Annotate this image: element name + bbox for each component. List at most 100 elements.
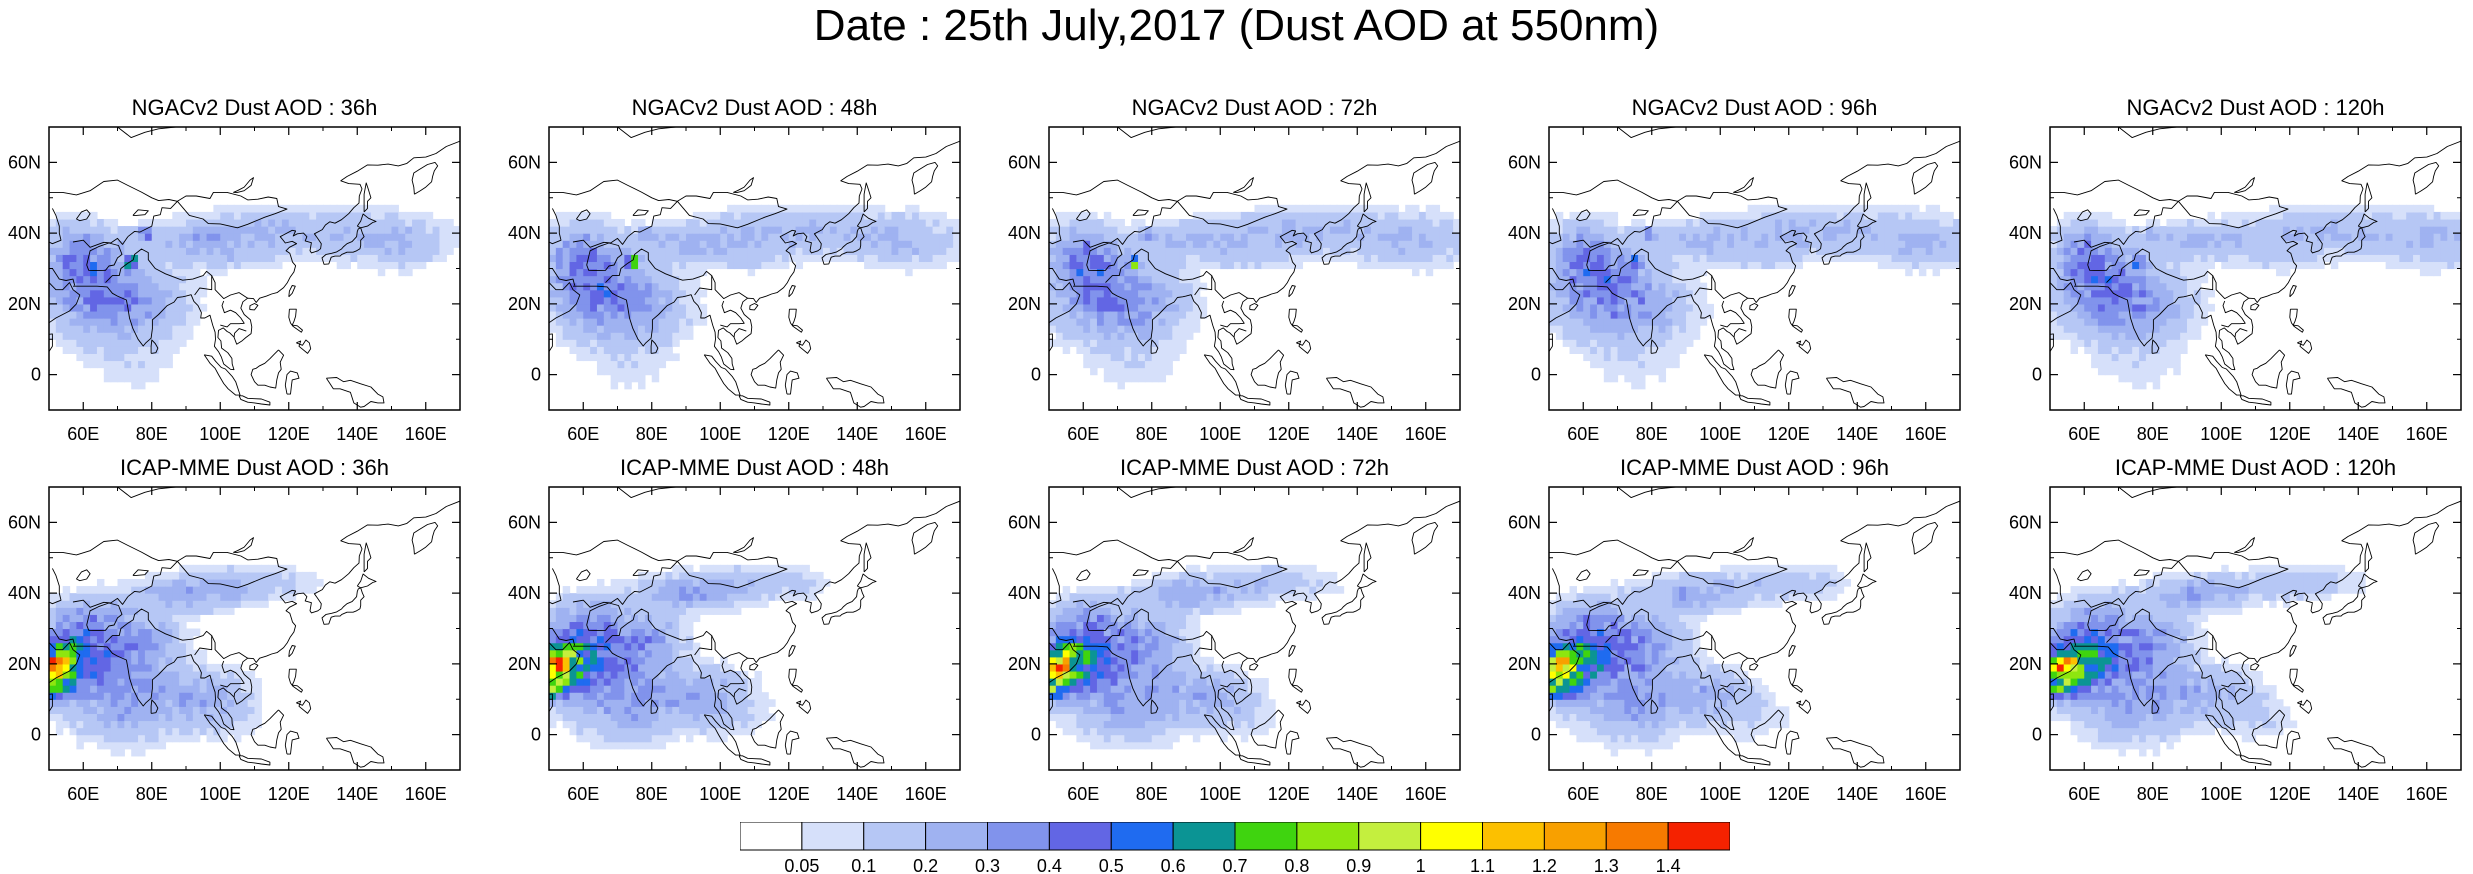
colorbar-swatch [1234,822,1298,851]
map-panel: NGACv2 Dust AOD : 120h 60E 80E 100E 120E 140E… [2009,95,2462,444]
map-panel: NGACv2 Dust AOD : 36h 60E 80E 100E 120E 140E 1… [8,95,461,444]
y-tick-label: 60N [1008,512,1041,532]
panel-title: NGACv2 Dust AOD : 36h [132,95,378,120]
y-tick-label: 0 [531,365,541,385]
panel-title: ICAP-MME Dust AOD : 72h [1120,455,1389,480]
y-tick-label: 60N [1008,152,1041,172]
figure-title: Date : 25th July,2017 (Dust AOD at 550nm… [813,1,1660,50]
y-tick-label: 60N [508,152,541,172]
y-tick-label: 60N [2009,512,2042,532]
x-tick-label: 60E [567,424,599,444]
dust-aod-field [2050,204,2461,390]
aod-colorbar: 0.05 0.1 0.2 0.3 0.4 0.5 0.6 0.7 0.8 0.9 1 1.1 1.2 1.… [740,822,1730,874]
colorbar-level-label: 0.5 [1099,856,1124,874]
y-tick-label: 60N [1508,512,1541,532]
x-tick-label: 140E [2337,424,2379,444]
colorbar-level-label: 0.2 [913,856,938,874]
colorbar-swatch [1110,822,1174,851]
dust-aod-field [549,564,831,750]
colorbar-swatch [1296,822,1360,851]
x-tick-label: 120E [1268,424,1310,444]
y-tick-label: 40N [508,583,541,603]
x-tick-label: 140E [836,784,878,804]
x-tick-label: 140E [336,424,378,444]
colorbar-swatch [1420,822,1484,851]
x-tick-label: 100E [2200,424,2242,444]
colorbar-swatch [1358,822,1422,851]
colorbar-swatch [925,822,989,851]
colorbar-swatch [987,822,1050,851]
map-panel: ICAP-MME Dust AOD : 48h 60E 80E 100E 120E 140… [508,455,961,804]
colorbar-swatch [1667,822,1730,851]
x-tick-label: 140E [836,424,878,444]
coastlines [49,127,460,410]
colorbar-swatch [1605,822,1669,851]
y-tick-label: 0 [2032,365,2042,385]
y-tick-label: 40N [8,583,41,603]
coastlines [1049,487,1460,770]
dust-aod-field [49,564,324,757]
x-tick-label: 140E [1336,424,1378,444]
x-tick-label: 60E [1567,784,1599,804]
x-tick-label: 100E [699,424,741,444]
x-tick-label: 120E [768,784,810,804]
x-tick-label: 160E [905,784,947,804]
y-tick-label: 20N [1008,654,1041,674]
coastlines [49,487,460,770]
colorbar-swatch [1482,822,1545,851]
dust-aod-field [1549,204,1960,390]
x-tick-label: 160E [405,424,447,444]
y-tick-label: 20N [2009,654,2042,674]
x-tick-label: 140E [336,784,378,804]
x-tick-label: 80E [2137,424,2169,444]
coastlines [1549,127,1960,410]
y-tick-label: 0 [2032,725,2042,745]
x-tick-label: 60E [567,784,599,804]
y-tick-label: 60N [8,152,41,172]
x-tick-label: 120E [2269,784,2311,804]
dust-aod-field [1549,564,1851,757]
colorbar-level-label: 0.4 [1037,856,1062,874]
map-panel: NGACv2 Dust AOD : 96h 60E 80E 100E 120E 140E 1… [1508,95,1961,444]
x-tick-label: 80E [636,424,668,444]
y-tick-label: 40N [508,223,541,243]
x-tick-label: 120E [268,784,310,804]
x-tick-label: 80E [636,784,668,804]
colorbar-level-label: 0.7 [1222,856,1247,874]
x-tick-label: 100E [1699,424,1741,444]
x-tick-label: 60E [2068,424,2100,444]
y-tick-label: 20N [1508,654,1541,674]
y-tick-label: 20N [508,654,541,674]
coastlines [2050,487,2461,770]
x-tick-label: 80E [2137,784,2169,804]
y-tick-label: 20N [2009,294,2042,314]
x-tick-label: 60E [67,784,99,804]
x-tick-label: 140E [1336,784,1378,804]
colorbar-level-label: 1.4 [1656,856,1681,874]
y-tick-label: 0 [1031,725,1041,745]
x-tick-label: 100E [1199,424,1241,444]
colorbar-level-label: 0.1 [851,856,876,874]
colorbar-level-label: 0.8 [1284,856,1309,874]
y-tick-label: 60N [8,512,41,532]
map-panel: NGACv2 Dust AOD : 72h 60E 80E 100E 120E 140E 1… [1008,95,1461,444]
y-tick-label: 0 [1031,365,1041,385]
x-tick-label: 160E [405,784,447,804]
panel-title: ICAP-MME Dust AOD : 96h [1620,455,1889,480]
map-panel: ICAP-MME Dust AOD : 96h 60E 80E 100E 120E 140… [1508,455,1961,804]
dust-aod-field [2050,564,2366,757]
colorbar-swatch [1543,822,1607,851]
x-tick-label: 120E [1268,784,1310,804]
x-tick-label: 160E [2406,424,2448,444]
x-tick-label: 60E [1067,784,1099,804]
y-tick-label: 20N [8,294,41,314]
y-tick-label: 20N [1508,294,1541,314]
x-tick-label: 160E [1905,784,1947,804]
panel-title: ICAP-MME Dust AOD : 36h [120,455,389,480]
x-tick-label: 120E [768,424,810,444]
dust-aod-field [1049,204,1460,390]
x-tick-label: 140E [2337,784,2379,804]
y-tick-label: 20N [1008,294,1041,314]
x-tick-label: 80E [1136,424,1168,444]
x-tick-label: 160E [905,424,947,444]
